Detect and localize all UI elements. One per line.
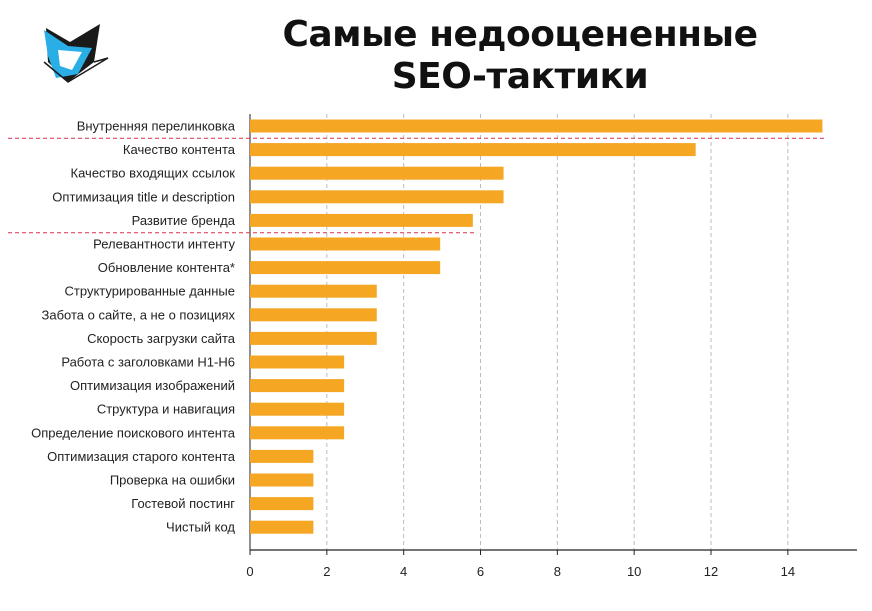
bar [250, 426, 345, 440]
category-label: Оптимизация изображений [70, 378, 235, 393]
category-label: Определение поискового интента [31, 425, 236, 440]
category-label: Проверка на ошибки [110, 473, 235, 488]
category-label: Скорость загрузки сайта [87, 331, 236, 346]
category-label: Работа с заголовками H1-H6 [61, 355, 235, 370]
logo-icon [43, 24, 109, 83]
bar [250, 119, 823, 133]
x-tick-label: 6 [477, 564, 484, 579]
bar [250, 497, 314, 511]
bar [250, 166, 504, 180]
x-tick-label: 8 [554, 564, 561, 579]
bar [250, 284, 377, 298]
category-label: Чистый код [166, 520, 235, 535]
category-label: Структурированные данные [65, 284, 235, 299]
category-label: Внутренняя перелинковка [77, 119, 236, 134]
bar [250, 237, 441, 251]
chart-title: Самые недооцененные SEO-тактики [240, 14, 800, 98]
chart-title-line-2: SEO-тактики [391, 56, 649, 97]
bar [250, 520, 314, 534]
bar [250, 143, 696, 157]
logo-white-shape [58, 50, 82, 70]
bar [250, 355, 345, 369]
x-tick-label: 2 [323, 564, 330, 579]
bar [250, 261, 441, 275]
logo-outline [43, 57, 109, 83]
category-label: Релевантности интенту [93, 237, 235, 252]
x-tick-label: 10 [627, 564, 641, 579]
category-label: Забота о сайте, а не о позициях [41, 307, 235, 322]
bar [250, 190, 504, 204]
category-label: Структура и навигация [97, 402, 235, 417]
bar [250, 449, 314, 463]
category-label: Качество контента [123, 142, 236, 157]
bar [250, 331, 377, 345]
x-tick-label: 0 [246, 564, 253, 579]
bar [250, 213, 473, 227]
category-label: Гостевой постинг [131, 496, 235, 511]
x-tick-label: 4 [400, 564, 407, 579]
bar [250, 308, 377, 322]
category-label: Оптимизация title и description [52, 189, 235, 204]
bar [250, 473, 314, 487]
chart-title-line-1: Самые недооцененные [282, 14, 758, 55]
bar [250, 402, 345, 416]
category-label: Развитие бренда [132, 213, 236, 228]
category-label: Качество входящих ссылок [71, 166, 236, 181]
x-tick-label: 12 [704, 564, 718, 579]
category-label: Оптимизация старого контента [47, 449, 236, 464]
category-label: Обновление контента* [98, 260, 235, 275]
bar [250, 379, 345, 393]
x-tick-label: 14 [781, 564, 795, 579]
